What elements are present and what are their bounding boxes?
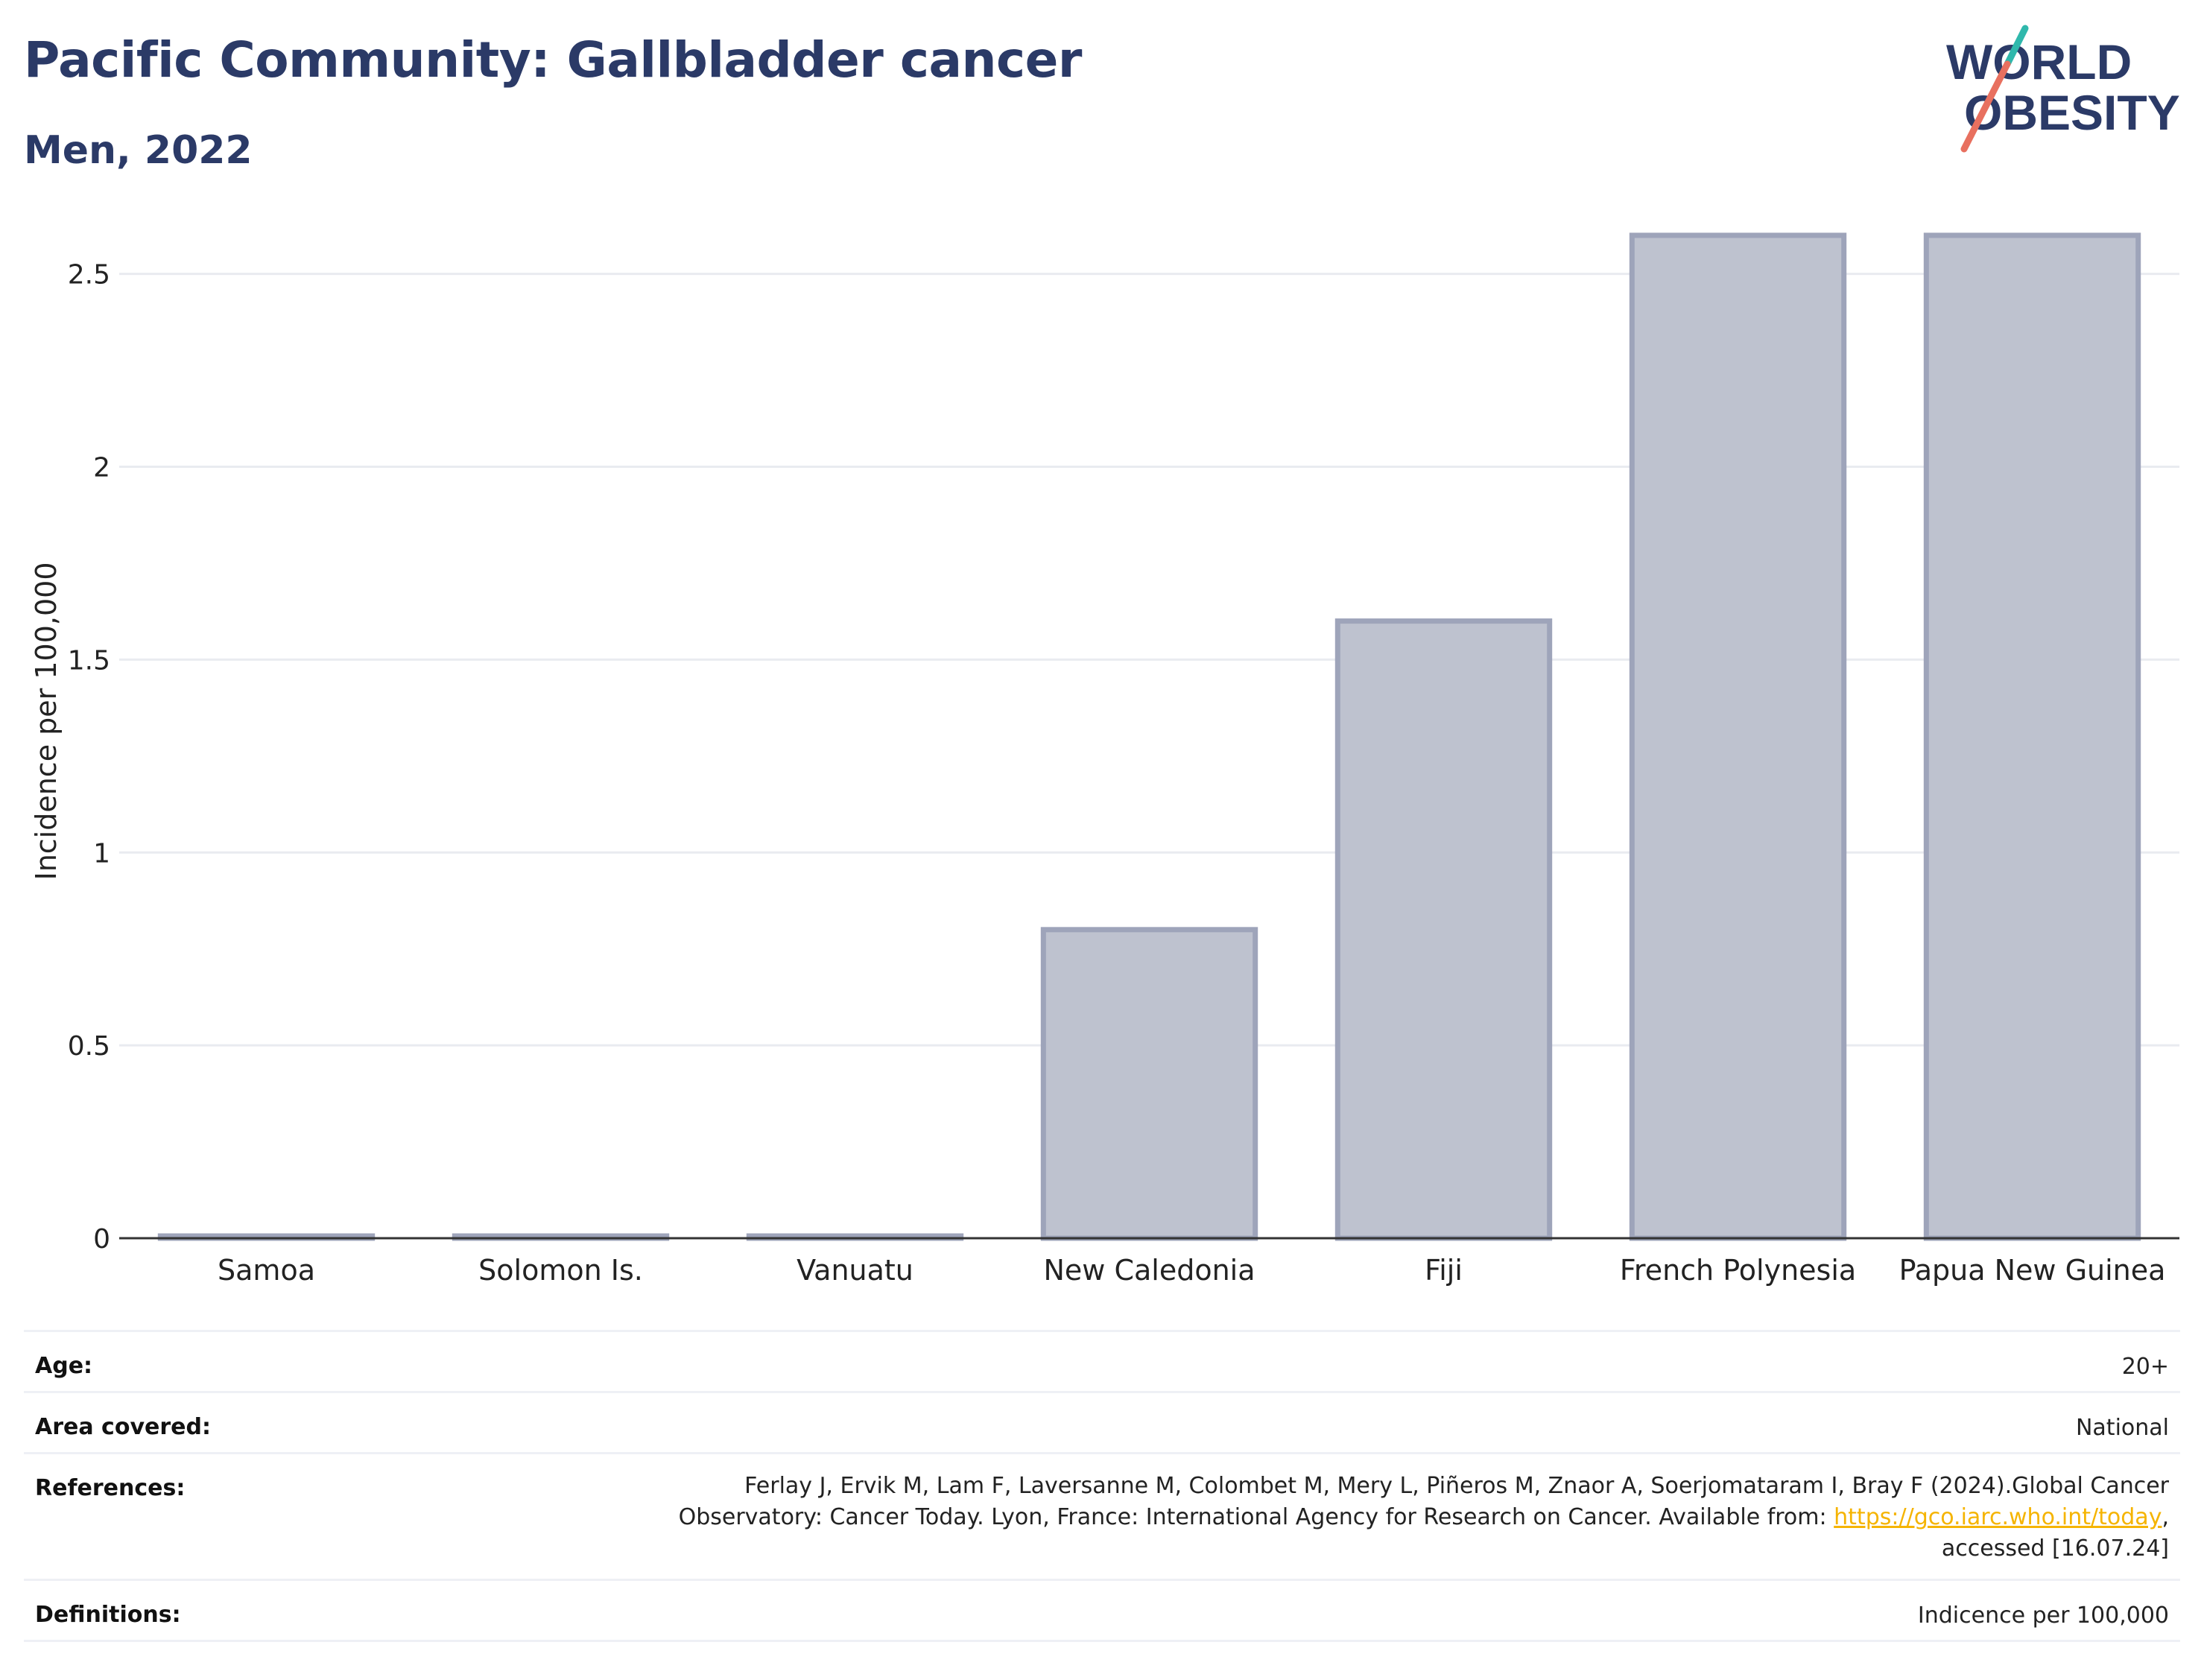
references-line-2-end: , xyxy=(2162,1504,2169,1530)
meta-row-age: Age: 20+ xyxy=(24,1330,2180,1393)
area-value: National xyxy=(2075,1415,2169,1441)
y-tick-label: 2 xyxy=(93,453,110,484)
references-link[interactable]: https://gco.iarc.who.int/today xyxy=(1834,1504,2162,1530)
references-line-2-text: Observatory: Cancer Today. Lyon, France:… xyxy=(678,1504,1834,1530)
world-obesity-logo: WORLD OBESITY xyxy=(1946,25,2180,153)
y-tick-label: 1.5 xyxy=(68,645,110,676)
x-tick-label: New Caledonia xyxy=(1043,1254,1255,1287)
age-label: Age: xyxy=(35,1353,93,1379)
references-value: Ferlay J, Ervik M, Lam F, Laversanne M, … xyxy=(381,1471,2169,1565)
y-tick-label: 2.5 xyxy=(68,260,110,291)
logo-teal-stroke xyxy=(2004,25,2029,68)
y-axis-title: Incidence per 100,000 xyxy=(30,562,63,880)
area-label: Area covered: xyxy=(35,1414,211,1440)
definitions-label: Definitions: xyxy=(35,1602,181,1628)
logo-coral-stroke xyxy=(1960,60,2011,153)
references-line-2: Observatory: Cancer Today. Lyon, France:… xyxy=(381,1502,2169,1533)
bar xyxy=(1923,232,2141,1241)
x-tick-label: Solomon Is. xyxy=(478,1254,643,1287)
y-tick-label: 0 xyxy=(93,1224,110,1255)
bar xyxy=(1334,618,1553,1241)
bars xyxy=(157,232,2141,1241)
x-tick-label: Fiji xyxy=(1425,1254,1463,1287)
y-tick-label: 0.5 xyxy=(68,1031,110,1062)
meta-bottom-rule xyxy=(24,1640,2180,1642)
x-tick-label: Vanuatu xyxy=(797,1254,913,1287)
age-value: 20+ xyxy=(2121,1354,2169,1380)
meta-row-area: Area covered: National xyxy=(24,1391,2180,1454)
meta-row-definitions: Definitions: Indicence per 100,000 xyxy=(24,1579,2180,1642)
x-tick-labels: Samoa Solomon Is. Vanuatu New Caledonia Fiji… xyxy=(218,1254,2165,1287)
bar-chart: 0 0.5 1 1.5 2 2.5 Samoa Solomon Is. Vanuatu New … xyxy=(30,232,2179,1287)
y-tick-label: 1 xyxy=(93,838,110,869)
x-tick-label: Papua New Guinea xyxy=(1899,1254,2166,1287)
references-line-1: Ferlay J, Ervik M, Lam F, Laversanne M, … xyxy=(744,1473,2169,1499)
bar xyxy=(1629,232,1847,1241)
references-label: References: xyxy=(35,1475,186,1501)
x-tick-label: French Polynesia xyxy=(1620,1254,1856,1287)
chart-subtitle: Men, 2022 xyxy=(24,128,253,173)
logo-line-1: WORLD xyxy=(1946,34,2132,89)
logo-line-2: OBESITY xyxy=(1964,85,2180,140)
y-tick-labels: 0 0.5 1 1.5 2 2.5 xyxy=(68,260,110,1255)
bar xyxy=(1040,927,1258,1241)
meta-row-references: References: Ferlay J, Ervik M, Lam F, La… xyxy=(24,1452,2180,1581)
x-tick-label: Samoa xyxy=(218,1254,315,1287)
chart-title: Pacific Community: Gallbladder cancer xyxy=(24,31,1082,89)
references-line-3: accessed [16.07.24] xyxy=(1941,1535,2169,1562)
definitions-value: Indicence per 100,000 xyxy=(1917,1603,2169,1629)
